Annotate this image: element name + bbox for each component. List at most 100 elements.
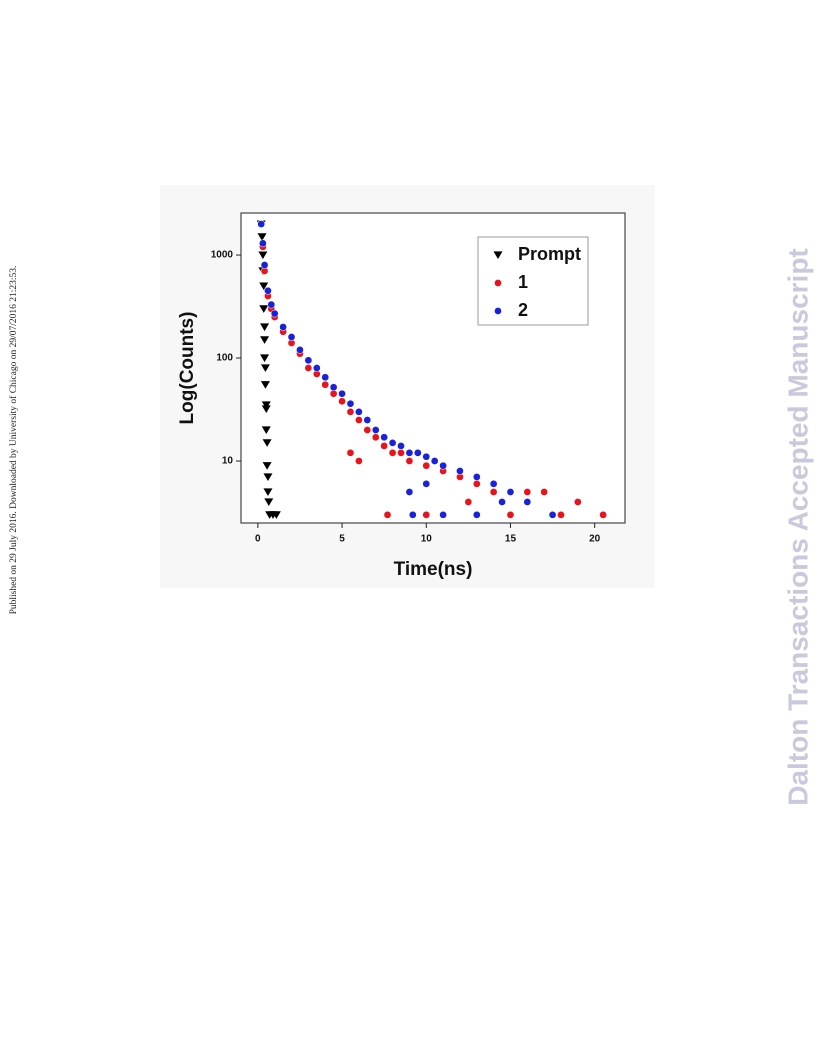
data-point: [422, 510, 431, 519]
y-axis-label: Log(Counts): [177, 312, 198, 425]
data-point: [321, 373, 330, 382]
data-point: [422, 452, 431, 461]
data-point: [329, 383, 338, 392]
data-point: [472, 510, 481, 519]
data-point: [408, 510, 417, 519]
data-point: [259, 239, 267, 248]
data-point: [523, 488, 532, 496]
data-point: [338, 389, 346, 398]
data-point: [260, 354, 270, 363]
side-note: Published on 29 July 2016. Downloaded by…: [8, 266, 19, 615]
data-point: [260, 323, 270, 332]
data-point: [346, 408, 355, 416]
data-point: [261, 426, 271, 435]
data-point: [489, 479, 498, 488]
data-point: [338, 397, 346, 406]
data-point: [422, 479, 431, 488]
data-point: [506, 488, 515, 496]
data-point: [498, 498, 506, 506]
data-point: [257, 233, 267, 241]
data-point: [422, 461, 431, 470]
data-point: [259, 305, 269, 313]
data-point: [260, 336, 270, 344]
data-point: [472, 473, 481, 481]
data-point: [329, 389, 338, 398]
data-point: [271, 511, 281, 519]
data-point: [260, 364, 270, 373]
legend-marker: [494, 307, 502, 315]
data-point: [260, 261, 269, 269]
x-tick-label: 10: [421, 534, 433, 545]
data-point: [523, 498, 532, 506]
data-point: [506, 510, 515, 519]
data-point: [346, 448, 355, 457]
data-point: [380, 442, 389, 450]
legend-marker: [494, 279, 502, 287]
legend-label: Prompt: [518, 244, 581, 264]
data-point: [262, 439, 272, 447]
data-point: [371, 426, 380, 434]
x-tick-label: 0: [255, 534, 261, 545]
data-point: [355, 416, 363, 424]
data-point: [270, 309, 279, 318]
data-point: [430, 457, 439, 465]
data-point: [262, 462, 272, 470]
x-tick-label: 15: [505, 534, 517, 545]
legend-marker: [493, 251, 503, 260]
data-point: [388, 439, 397, 447]
data-point: [456, 467, 464, 475]
data-point: [383, 510, 392, 519]
data-point: [557, 510, 565, 519]
data-point: [321, 380, 330, 389]
data-point: [355, 457, 363, 465]
data-point: [257, 220, 266, 228]
data-point: [346, 399, 355, 408]
data-point: [260, 381, 270, 389]
data-point: [264, 286, 272, 295]
data-point: [397, 442, 405, 450]
data-point: [287, 333, 296, 341]
data-point: [296, 346, 304, 354]
data-point: [540, 488, 549, 496]
data-point: [363, 416, 372, 424]
data-point: [304, 356, 313, 365]
data-point: [304, 364, 313, 372]
y-tick-label: 10: [222, 456, 234, 467]
data-point: [599, 510, 607, 519]
x-tick-label: 5: [339, 534, 345, 545]
data-point: [261, 401, 271, 410]
data-point: [472, 479, 481, 488]
data-point: [258, 251, 268, 260]
data-point: [355, 408, 363, 416]
data-point: [573, 498, 582, 506]
data-point: [380, 433, 389, 442]
data-point: [388, 448, 397, 457]
data-point: [405, 457, 414, 465]
data-point: [439, 461, 447, 470]
data-point: [267, 300, 276, 309]
watermark: Dalton Transactions Accepted Manuscript: [782, 248, 813, 806]
data-point: [397, 448, 405, 457]
data-point: [264, 498, 274, 507]
data-point: [405, 448, 414, 457]
data-point: [548, 510, 557, 519]
data-point: [464, 498, 473, 506]
data-point: [261, 405, 271, 414]
data-point: [263, 473, 273, 482]
data-point: [371, 433, 380, 442]
legend-label: 2: [518, 300, 528, 320]
data-point: [259, 282, 269, 291]
data-point: [312, 364, 321, 372]
data-point: [405, 488, 414, 496]
data-point: [413, 448, 422, 457]
x-axis-label: Time(ns): [394, 559, 473, 580]
x-tick-label: 20: [589, 534, 601, 545]
data-point: [363, 426, 372, 434]
data-point: [439, 510, 447, 519]
y-tick-label: 100: [216, 353, 233, 364]
legend-label: 1: [518, 272, 528, 292]
y-tick-label: 1000: [211, 250, 234, 261]
data-point: [489, 488, 498, 496]
